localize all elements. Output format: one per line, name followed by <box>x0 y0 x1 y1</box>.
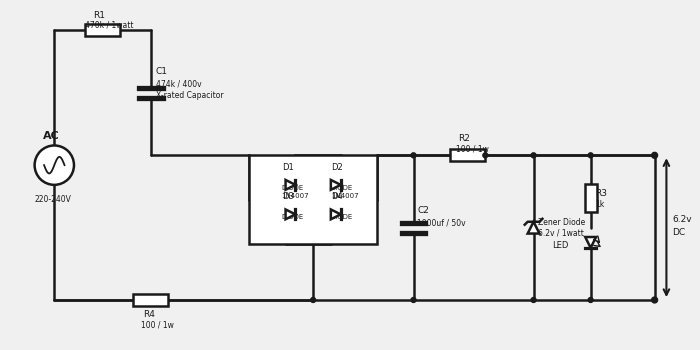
Text: 1N4007: 1N4007 <box>281 193 309 199</box>
Circle shape <box>411 153 416 158</box>
Text: D3: D3 <box>281 192 293 201</box>
Text: D4: D4 <box>331 192 342 201</box>
Polygon shape <box>528 222 540 233</box>
Circle shape <box>311 298 316 302</box>
Text: DIODE: DIODE <box>331 185 353 191</box>
Polygon shape <box>331 209 341 219</box>
Bar <box>133 294 169 306</box>
Text: DIODE: DIODE <box>281 185 304 191</box>
Text: R1: R1 <box>92 11 105 20</box>
Text: X-rated Capacitor: X-rated Capacitor <box>155 91 223 100</box>
Circle shape <box>652 152 657 158</box>
Circle shape <box>411 298 416 302</box>
Text: Zener Diode: Zener Diode <box>538 218 586 227</box>
Circle shape <box>588 298 593 302</box>
Text: D2: D2 <box>331 163 342 172</box>
Text: R2: R2 <box>458 134 470 143</box>
Text: 474k / 400v: 474k / 400v <box>155 80 202 89</box>
Text: AC: AC <box>43 131 60 141</box>
Text: DC: DC <box>672 228 685 237</box>
Text: D1: D1 <box>281 163 293 172</box>
Text: C1: C1 <box>155 67 168 76</box>
Circle shape <box>483 153 488 158</box>
Text: 1000uf / 50v: 1000uf / 50v <box>417 218 466 227</box>
Circle shape <box>531 153 536 158</box>
Polygon shape <box>286 180 295 190</box>
Text: DIODE: DIODE <box>331 214 353 220</box>
Circle shape <box>531 298 536 302</box>
Text: 470k / 1watt: 470k / 1watt <box>85 21 133 30</box>
Circle shape <box>588 153 593 158</box>
Bar <box>85 25 120 36</box>
Text: C2: C2 <box>417 206 429 215</box>
Bar <box>584 184 596 212</box>
Circle shape <box>652 297 657 303</box>
Bar <box>249 155 377 244</box>
Polygon shape <box>331 180 341 190</box>
Text: 220-240V: 220-240V <box>34 195 71 204</box>
Text: 1N4007: 1N4007 <box>331 193 358 199</box>
Text: LED: LED <box>552 241 569 250</box>
Text: DIODE: DIODE <box>281 214 304 220</box>
Polygon shape <box>585 237 596 248</box>
Circle shape <box>34 146 74 185</box>
Text: 6.2v: 6.2v <box>672 215 692 224</box>
Text: 100 / 1w: 100 / 1w <box>456 145 489 154</box>
Polygon shape <box>286 209 295 219</box>
Text: 1k: 1k <box>596 199 605 209</box>
Text: 100 / 1w: 100 / 1w <box>141 320 174 329</box>
Bar <box>450 149 485 161</box>
Text: R3: R3 <box>596 189 608 198</box>
Text: 6.2v / 1watt: 6.2v / 1watt <box>538 228 584 237</box>
Text: R4: R4 <box>143 310 155 319</box>
